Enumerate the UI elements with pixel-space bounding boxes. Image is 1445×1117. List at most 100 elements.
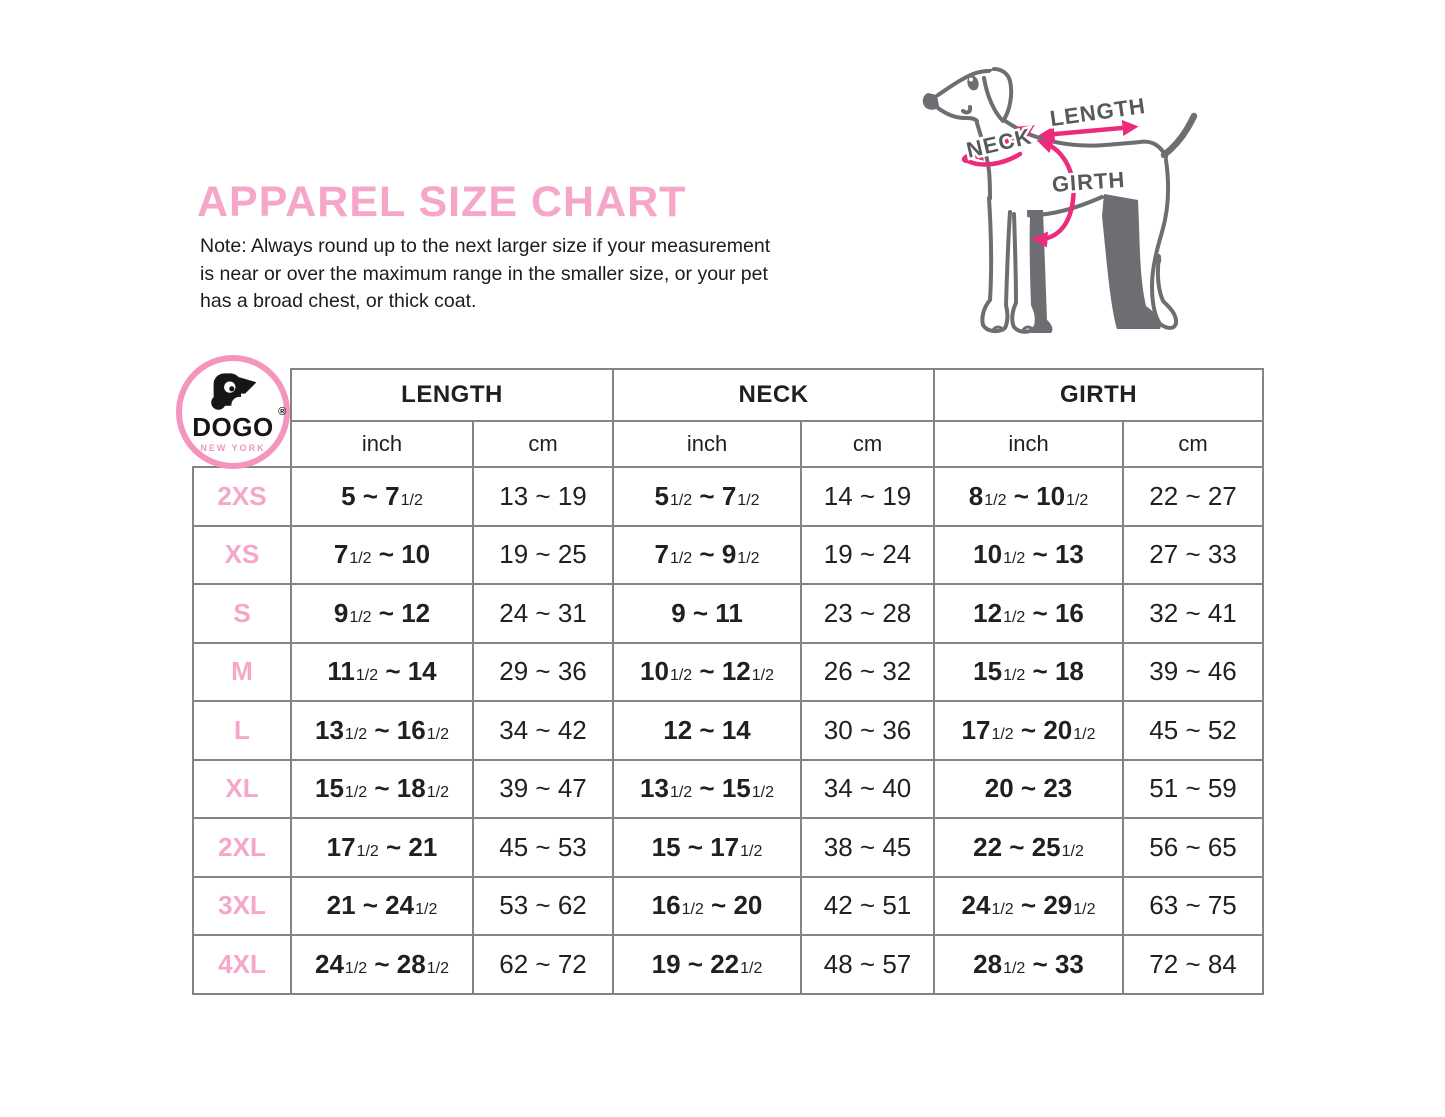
half-fraction: 1/2 (426, 725, 449, 743)
half-fraction: 1/2 (344, 784, 368, 802)
length-cm-value: 39 ~ 47 (471, 758, 615, 819)
girth-arrow (1031, 137, 1076, 248)
column-group-girth: GIRTH (933, 368, 1265, 422)
table-row: L 131/2 ~ 161/2 34 ~ 42 12 ~ 14 30 ~ 36 171/2… (192, 700, 1265, 761)
girth-inch-value: 151/2 ~ 18 (933, 641, 1125, 702)
half-fraction: 1/2 (356, 842, 379, 860)
size-table-wrap: LENGTH NECK GIRTH inch cm inch cm inch c… (192, 368, 1265, 995)
table-row: 2XS 5 ~ 71/2 13 ~ 19 51/2 ~ 71/2 14 ~ 19 81/2… (192, 466, 1265, 527)
neck-arc-lower (965, 151, 1023, 167)
logo-subtitle: NEW YORK (200, 443, 266, 453)
half-fraction: 1/2 (740, 842, 763, 860)
unit-header-girth-inch: inch (933, 420, 1125, 468)
half-fraction: 1/2 (984, 491, 1007, 509)
half-fraction: 1/2 (349, 550, 372, 568)
neck-arrow (966, 124, 1035, 161)
girth-inch-value: 241/2 ~ 291/2 (933, 875, 1125, 936)
size-label: 3XL (192, 875, 292, 936)
neck-inch-value: 19 ~ 221/2 (612, 934, 803, 995)
unit-header-neck-inch: inch (612, 420, 803, 468)
size-label: M (192, 641, 292, 702)
table-row: 4XL 241/2 ~ 281/2 62 ~ 72 19 ~ 221/2 48 ~ 57… (192, 934, 1265, 995)
dogo-dog-head-icon (211, 373, 257, 413)
half-fraction: 1/2 (426, 959, 449, 977)
length-inch-value: 131/2 ~ 161/2 (290, 700, 474, 761)
size-label: 2XS (192, 466, 292, 527)
length-inch-value: 151/2 ~ 181/2 (290, 758, 474, 819)
girth-inch-value: 101/2 ~ 13 (933, 524, 1125, 585)
half-fraction: 1/2 (1073, 725, 1096, 743)
measurement-arrows (961, 119, 1139, 248)
table-row: XS 71/2 ~ 10 19 ~ 25 71/2 ~ 91/2 19 ~ 24 101/… (192, 524, 1265, 585)
neck-label: NECK (964, 123, 1034, 162)
half-fraction: 1/2 (740, 959, 763, 977)
half-fraction: 1/2 (669, 784, 693, 802)
neck-cm-value: 34 ~ 40 (800, 758, 936, 819)
dog-outline (936, 67, 1198, 334)
length-cm-value: 29 ~ 36 (471, 641, 615, 702)
neck-inch-value: 71/2 ~ 91/2 (612, 524, 803, 585)
half-fraction: 1/2 (991, 725, 1014, 743)
half-fraction: 1/2 (1066, 491, 1089, 509)
unit-header-row: inch cm inch cm inch cm (193, 420, 1265, 468)
half-fraction: 1/2 (681, 901, 704, 919)
neck-cm-value: 42 ~ 51 (800, 875, 936, 936)
neck-inch-value: 12 ~ 14 (612, 700, 803, 761)
girth-cm-value: 51 ~ 59 (1122, 758, 1265, 819)
length-inch-value: 21 ~ 241/2 (290, 875, 474, 936)
half-fraction: 1/2 (426, 784, 449, 802)
table-row: 2XL 171/2 ~ 21 45 ~ 53 15 ~ 171/2 38 ~ 45 22 … (192, 817, 1265, 878)
length-inch-value: 241/2 ~ 281/2 (290, 934, 474, 995)
girth-inch-value: 281/2 ~ 33 (933, 934, 1125, 995)
size-label: XL (192, 758, 292, 819)
girth-inch-value: 81/2 ~ 101/2 (933, 466, 1125, 527)
registered-trademark-icon: ® (278, 406, 287, 418)
length-cm-value: 45 ~ 53 (471, 817, 615, 878)
neck-inch-value: 101/2 ~ 121/2 (612, 641, 803, 702)
dog-face (922, 75, 979, 110)
neck-cm-value: 23 ~ 28 (800, 583, 936, 644)
note-text: Note: Always round up to the next larger… (200, 233, 770, 316)
neck-inch-value: 9 ~ 11 (612, 583, 803, 644)
table-row: M 111/2 ~ 14 29 ~ 36 101/2 ~ 121/2 26 ~ 32 15… (192, 641, 1265, 702)
girth-cm-value: 39 ~ 46 (1122, 641, 1265, 702)
half-fraction: 1/2 (669, 550, 693, 568)
girth-cm-value: 22 ~ 27 (1122, 466, 1265, 527)
unit-header-length-cm: cm (471, 420, 615, 468)
neck-inch-value: 15 ~ 171/2 (612, 817, 803, 878)
length-arrow (1038, 119, 1139, 143)
half-fraction: 1/2 (1003, 959, 1026, 977)
half-fraction: 1/2 (349, 608, 372, 626)
half-fraction: 1/2 (737, 550, 760, 568)
half-fraction: 1/2 (991, 901, 1014, 919)
size-label: L (192, 700, 292, 761)
group-header-row: LENGTH NECK GIRTH (193, 368, 1265, 422)
half-fraction: 1/2 (1061, 842, 1084, 860)
length-inch-value: 5 ~ 71/2 (290, 466, 474, 527)
neck-cm-value: 26 ~ 32 (800, 641, 936, 702)
column-group-neck: NECK (612, 368, 936, 422)
neck-cm-value: 19 ~ 24 (800, 524, 936, 585)
table-row: XL 151/2 ~ 181/2 39 ~ 47 131/2 ~ 151/2 34 ~ … (192, 758, 1265, 819)
dog-nose (922, 93, 939, 110)
neck-arc-loop (961, 152, 975, 164)
size-label: 4XL (192, 934, 292, 995)
unit-header-neck-cm: cm (800, 420, 936, 468)
girth-inch-value: 121/2 ~ 16 (933, 583, 1125, 644)
unit-header-girth-cm: cm (1122, 420, 1265, 468)
neck-inch-value: 161/2 ~ 20 (612, 875, 803, 936)
half-fraction: 1/2 (355, 667, 379, 685)
size-table-body: 2XS 5 ~ 71/2 13 ~ 19 51/2 ~ 71/2 14 ~ 19 81/2… (192, 466, 1265, 995)
length-cm-value: 62 ~ 72 (471, 934, 615, 995)
girth-cm-value: 72 ~ 84 (1122, 934, 1265, 995)
note-line: has a broad chest, or thick coat. (200, 290, 477, 312)
half-fraction: 1/2 (1073, 901, 1096, 919)
length-inch-value: 71/2 ~ 10 (290, 524, 474, 585)
page-title: APPAREL SIZE CHART (197, 178, 687, 226)
length-cm-value: 53 ~ 62 (471, 875, 615, 936)
half-fraction: 1/2 (415, 901, 438, 919)
girth-cm-value: 32 ~ 41 (1122, 583, 1265, 644)
length-cm-value: 24 ~ 31 (471, 583, 615, 644)
half-fraction: 1/2 (1003, 550, 1026, 568)
